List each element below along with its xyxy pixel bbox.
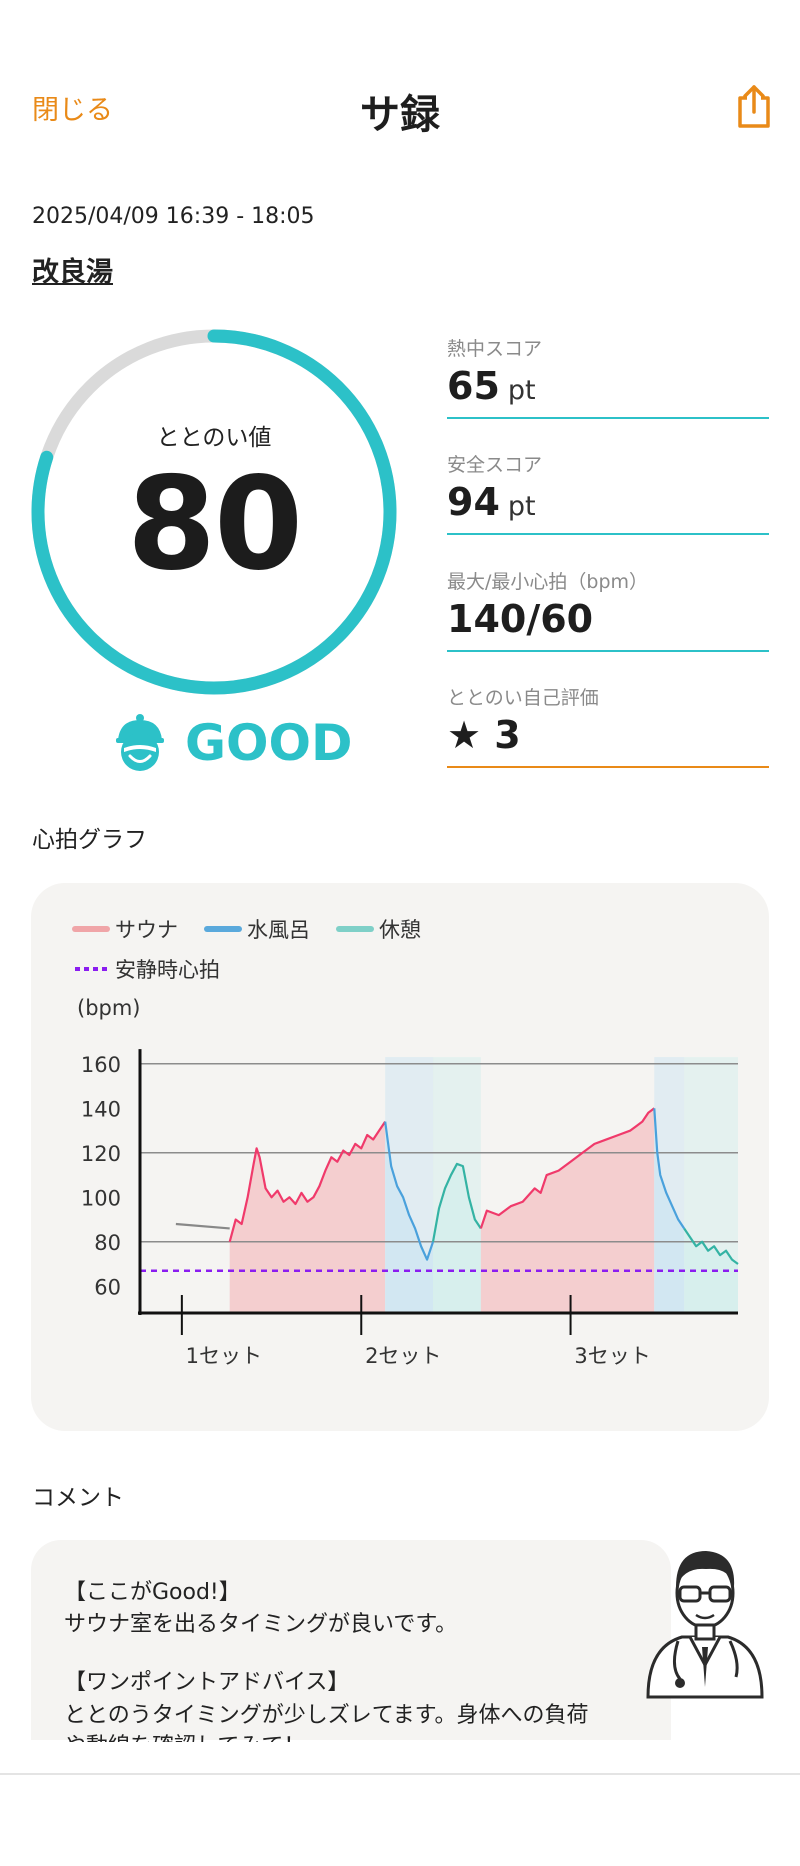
x-marker-label: 2セット	[365, 1344, 441, 1368]
divider	[447, 417, 769, 419]
series-line-cold	[384, 1121, 435, 1261]
comment-card	[31, 1540, 671, 1740]
series-area	[480, 1108, 655, 1313]
divider	[447, 766, 769, 768]
session-datetime: 2025/04/09 16:39 - 18:05	[32, 204, 315, 229]
comment-line: 【ワンポイントアドバイス】	[64, 1670, 350, 1695]
series-line-warmup	[175, 1222, 230, 1230]
heat-score-value: 65 pt	[447, 364, 536, 408]
smiling-face-cap-icon	[114, 712, 166, 774]
close-button[interactable]: 閉じる	[32, 95, 113, 126]
series-area	[229, 1121, 386, 1313]
doctor-avatar-icon	[640, 1537, 770, 1699]
y-tick-label: 120	[81, 1142, 121, 1166]
score-ring	[31, 329, 397, 695]
legend-label: サウナ	[115, 918, 178, 942]
series-area	[654, 1108, 685, 1313]
legend-label: 水風呂	[247, 918, 310, 942]
comment-section-title: コメント	[32, 1485, 124, 1511]
y-tick-label: 160	[81, 1053, 121, 1077]
comment-line: ととのうタイミングが少しズレてます。身体への負荷	[64, 1703, 589, 1728]
series-line-rest	[683, 1227, 739, 1265]
comment-line-clipped: や動線を確認してみて！	[64, 1728, 305, 1742]
legend-label: 休憩	[379, 918, 421, 942]
self-rating-label: ととのい自己評価	[447, 687, 599, 709]
grade-label: GOOD	[185, 714, 353, 772]
series-line-sauna	[228, 1121, 387, 1243]
heart-rate-section-title: 心拍グラフ	[32, 827, 147, 853]
heat-score-label: 熱中スコア	[447, 338, 543, 360]
facility-link[interactable]: 改良湯	[32, 257, 113, 288]
score-value: 80	[126, 450, 303, 599]
share-icon[interactable]	[734, 84, 774, 130]
y-tick-label: 60	[94, 1275, 121, 1299]
series-line-rest	[431, 1162, 482, 1242]
y-tick-label: 80	[94, 1231, 121, 1255]
series-line-sauna	[479, 1107, 655, 1229]
bottom-divider	[0, 1773, 800, 1775]
comment-line: 【ここがGood!】	[64, 1580, 241, 1605]
comment-line: サウナ室を出るタイミングが良いです。	[64, 1612, 458, 1637]
y-tick-label: 100	[81, 1186, 121, 1210]
series-line-cold	[653, 1108, 686, 1230]
x-marker-label: 3セット	[574, 1344, 650, 1368]
legend-label: 安静時心拍	[115, 958, 220, 982]
x-marker-label: 1セット	[186, 1344, 262, 1368]
series-area	[684, 1228, 738, 1313]
self-rating-value: ★ 3	[447, 713, 521, 757]
y-axis-label: (bpm)	[77, 996, 141, 1020]
safety-score-value: 94 pt	[447, 480, 536, 524]
page-title: サ録	[360, 92, 440, 138]
divider	[447, 650, 769, 652]
safety-score-label: 安全スコア	[447, 454, 543, 476]
y-tick-label: 140	[81, 1097, 121, 1121]
score-label: ととのい値	[156, 425, 272, 451]
divider	[447, 533, 769, 535]
heart-rate-range-label: 最大/最小心拍（bpm）	[447, 571, 649, 593]
heart-rate-range-value: 140/60	[447, 597, 594, 641]
